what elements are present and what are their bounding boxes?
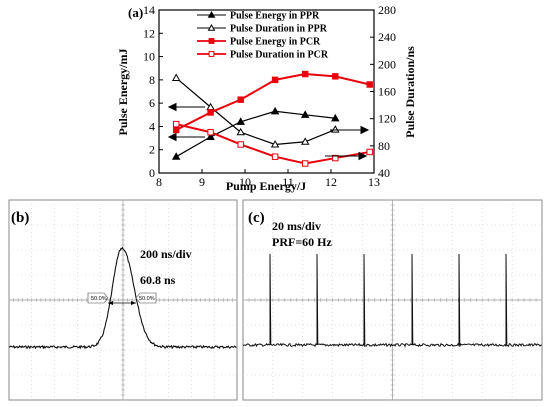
data-point-marker [331,125,340,133]
fwhm-arrowhead-right [131,301,136,305]
arrowhead-left-2 [167,132,177,142]
right-y-tick-label: 40 [378,166,390,180]
data-point-marker [207,10,216,18]
data-point-marker [301,160,309,167]
cursor-tag-left-text: 50.0% [91,296,107,302]
left-y-tick-label: 4 [149,119,155,133]
left-y-tick-label: 10 [143,50,155,64]
left-y-tick-label: 0 [149,166,155,180]
x-tick-label: 13 [368,175,380,189]
right-y-tick-label: 280 [378,3,396,17]
x-tick-label: 12 [325,175,337,189]
arrowhead-right-1 [360,125,370,135]
data-point-marker [270,106,280,115]
right-y-tick-label: 120 [378,112,396,126]
panel-c-label: (c) [248,210,265,226]
panel-a-chart: (a) 8 9 10 11 12 13 0 2 4 6 8 10 12 14 40 80 120 160 200… [116,3,417,193]
arrowhead-left-1 [167,102,177,112]
series-line [175,77,336,146]
data-point-marker [236,127,245,136]
data-point-marker [237,141,244,148]
data-point-marker [332,73,339,80]
cursor-tag-right-text: 50.0% [139,296,155,302]
panel-a-x-axis-label: Pump Energy/J [226,179,306,193]
series-line [175,110,336,158]
data-point-marker [171,73,181,81]
panel-c-pulse-train-trace [242,253,542,348]
data-point-marker [207,23,216,31]
data-point-marker [237,96,244,103]
fwhm-arrowhead-left [108,301,113,305]
left-y-tick-label: 12 [143,26,155,40]
data-point-marker [271,76,279,84]
x-tick-label: 8 [156,175,162,189]
right-y-tick-label: 240 [378,30,396,44]
data-point-marker [172,120,180,128]
panel-a-label: (a) [128,5,143,20]
arrowhead-right-2 [358,151,368,161]
panel-b-label: (b) [11,210,29,226]
data-point-marker [208,51,215,57]
data-point-marker [366,81,373,88]
left-y-tick-label: 6 [149,96,155,110]
left-y-tick-label: 8 [149,73,155,87]
panel-a-right-axis-label: Pulse Duration/ns [403,46,417,138]
data-point-marker [172,126,180,134]
data-point-marker [366,148,373,156]
legend-label: Pulse Duration in PCR [230,50,329,61]
data-point-marker [331,113,340,122]
panel-c-timebase: 20 ms/div [272,219,321,233]
right-y-tick-label: 160 [378,85,396,99]
data-point-marker [332,154,339,162]
right-y-tick-label: 80 [378,139,390,153]
data-point-marker [207,129,214,136]
panel-b-pulse-width: 60.8 ns [140,273,176,287]
panel-c-oscilloscope: (c) 20 ms/div PRF=60 Hz [242,199,543,401]
cursor-tag-right [135,292,157,304]
data-point-marker [270,140,280,148]
left-y-tick-label: 14 [143,3,155,17]
x-tick-label: 9 [199,175,205,189]
data-point-marker [300,110,310,118]
left-y-tick-label: 2 [149,143,155,157]
panel-b-timebase: 200 ns/div [140,247,192,261]
legend-label: Pulse Duration in PPR [230,24,328,35]
data-point-marker [207,109,214,116]
data-point-marker [271,153,279,160]
data-point-marker [300,137,310,145]
x-tick-label: 11 [282,175,294,189]
panel-c-prf: PRF=60 Hz [272,235,332,249]
data-point-marker [301,70,309,78]
panel-a-axis-arrows [167,102,370,161]
panel-a-left-axis-label: Pulse Energy/mJ [116,49,130,136]
data-point-marker [236,117,245,125]
legend-label: Pulse Energy in PPR [230,11,320,22]
data-point-marker [208,38,215,44]
legend-label: Pulse Energy in PCR [230,37,321,48]
panel-b-cursor-markers: 50.0% 50.0% [87,292,157,305]
x-tick-label: 10 [239,175,251,189]
data-point-marker [171,152,181,160]
panel-b-oscilloscope: (b) 200 ns/div 60.8 ns 50.0% 50.0% [8,199,238,401]
right-y-tick-label: 200 [378,57,396,71]
data-point-marker [206,132,215,140]
panel-b-pulse-trace [8,246,237,350]
cursor-tag-left [87,292,109,304]
